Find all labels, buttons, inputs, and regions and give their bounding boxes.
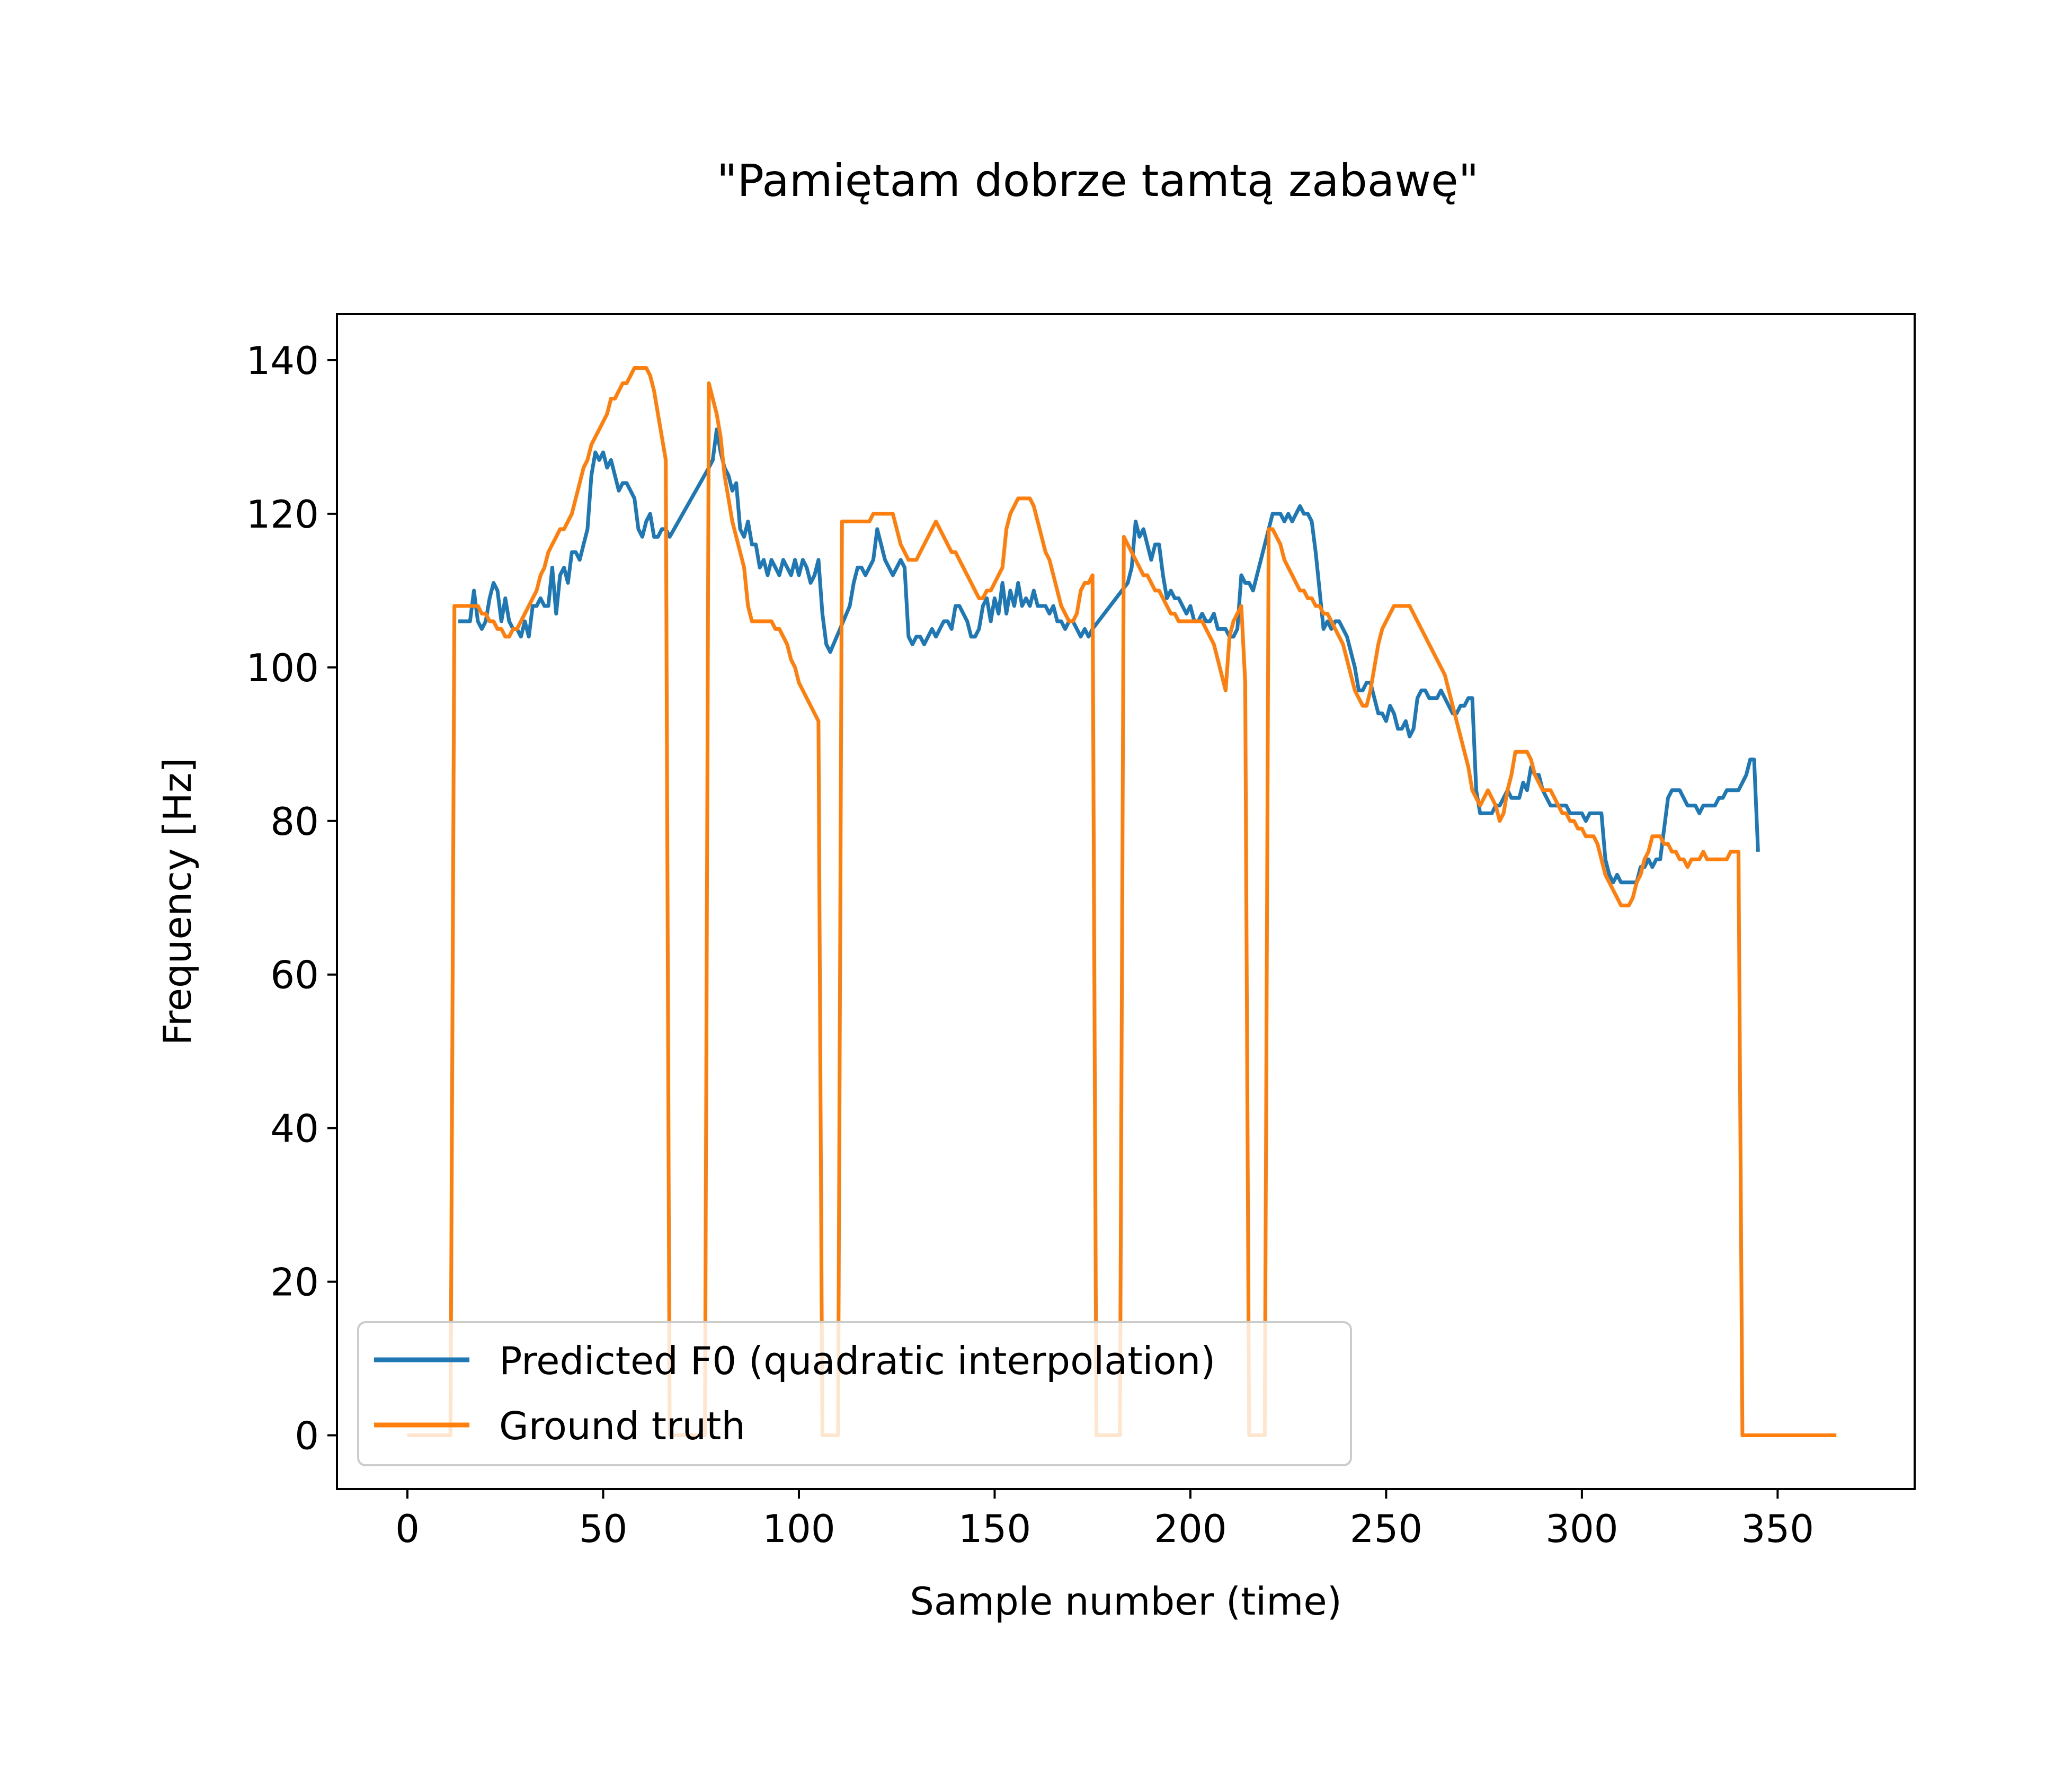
x-tick-label: 100 <box>762 1507 835 1551</box>
legend-box <box>357 1321 1352 1466</box>
y-tick-label: 40 <box>270 1107 319 1151</box>
x-tick-label: 50 <box>579 1507 628 1551</box>
series-layer <box>407 366 1837 1437</box>
x-tick-label: 0 <box>395 1507 420 1551</box>
y-tick-label: 80 <box>270 799 319 844</box>
x-axis-ticks: 0 50 100 150 200 250 300 350 <box>395 1489 1814 1551</box>
y-tick-label: 60 <box>270 953 319 997</box>
y-tick-label: 0 <box>295 1414 319 1458</box>
y-tick-label: 120 <box>246 492 319 537</box>
y-tick-label: 20 <box>270 1260 319 1305</box>
series-line-ground-truth <box>407 366 1837 1437</box>
legend: Predicted F0 (quadratic interpolation) G… <box>357 1321 1352 1466</box>
legend-label-ground-truth: Ground truth <box>499 1404 745 1448</box>
x-tick-label: 200 <box>1154 1507 1226 1551</box>
legend-label-predicted: Predicted F0 (quadratic interpolation) <box>499 1339 1215 1383</box>
plot-frame <box>336 313 1916 1490</box>
x-axis-label: Sample number (time) <box>910 1579 1342 1624</box>
x-tick-label: 250 <box>1350 1507 1422 1551</box>
plot-area <box>337 314 1915 1489</box>
x-tick-label: 150 <box>958 1507 1031 1551</box>
y-axis-label: Frequency [Hz] <box>155 758 200 1046</box>
y-tick-label: 100 <box>246 646 319 690</box>
y-axis-ticks: 0 20 40 60 80 100 120 140 <box>246 338 337 1458</box>
y-tick-label: 140 <box>246 338 319 383</box>
x-tick-label: 350 <box>1741 1507 1814 1551</box>
x-tick-label: 300 <box>1545 1507 1618 1551</box>
chart-title: "Pamiętam dobrze tamtą zabawę" <box>717 155 1479 207</box>
